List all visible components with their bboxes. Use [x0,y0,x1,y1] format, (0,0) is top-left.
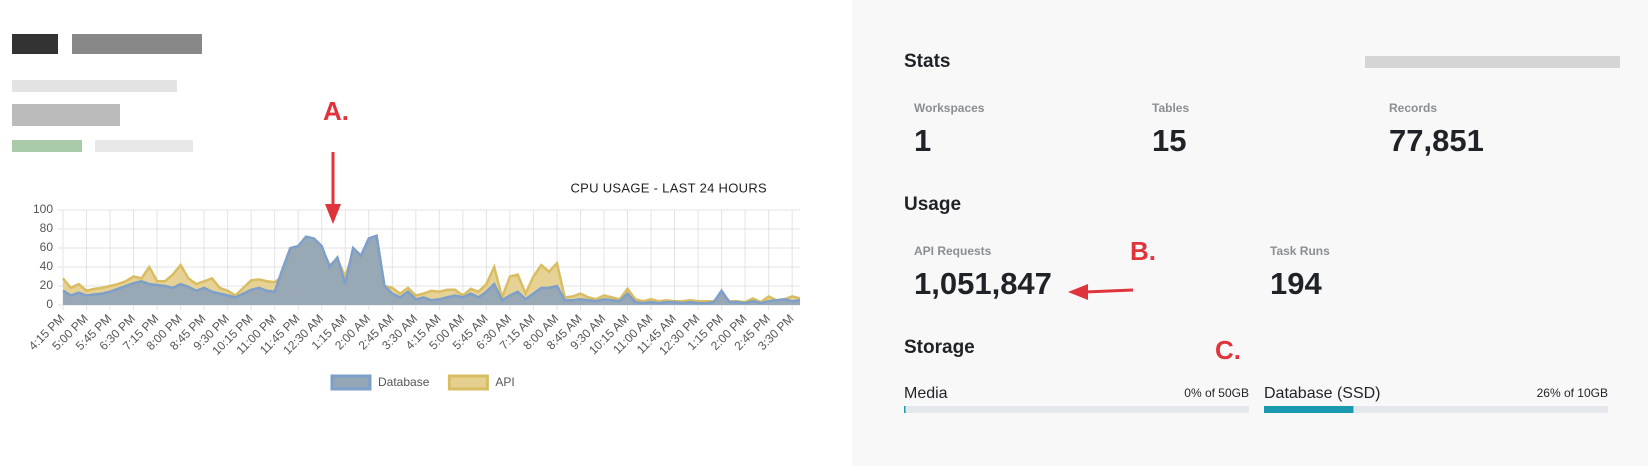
line [62,233,801,305]
progress-bar [904,406,906,413]
stat-value: 77,851 [1389,123,1484,158]
annotation: B. [1130,236,1156,266]
y-tick-label: 80 [40,221,54,235]
stat-label: Task Runs [1270,244,1330,258]
right-panel [852,0,1648,466]
legend-label: Database [378,375,430,389]
stat-value: 15 [1152,123,1186,158]
line [62,236,801,304]
arrows [325,152,1134,300]
stat-value: 1,051,847 [914,266,1052,301]
chart-title: CPU USAGE - LAST 24 HOURS [570,180,767,195]
annotation: C. [1215,335,1241,365]
storage-usage: 26% of 10GB [1537,386,1608,400]
legend-swatch [447,374,489,391]
legend-label: API [495,375,514,389]
legend-swatch [330,374,372,391]
storage: Media 0% of 50GB Database (SSD) 26% of 10GB [904,385,1608,413]
progress-track [1264,406,1608,413]
annotation: A. [323,96,349,126]
progress-bar [1264,406,1354,413]
storage-label: Database (SSD) [1264,385,1381,402]
storage-label: Media [904,385,948,402]
y-tick-label: 20 [40,278,54,292]
stat-label: API Requests [914,244,992,258]
y-tick-label: 100 [33,202,53,216]
y-tick-label: 0 [46,297,53,311]
y-tick-label: 40 [40,259,54,273]
blurred-header [12,34,1620,152]
section-title: Stats [904,51,950,72]
stat-value: 1 [914,123,931,158]
y-tick-label: 60 [40,240,54,254]
stat-label: Workspaces [914,101,985,115]
area-fill [63,238,800,305]
progress-track [904,406,1249,413]
section-title: Usage [904,194,961,215]
stat-label: Tables [1152,101,1189,115]
section-title: Storage [904,337,975,358]
stat-value: 194 [1270,266,1322,301]
storage-usage: 0% of 50GB [1184,386,1249,400]
stat-label: Records [1389,101,1437,115]
